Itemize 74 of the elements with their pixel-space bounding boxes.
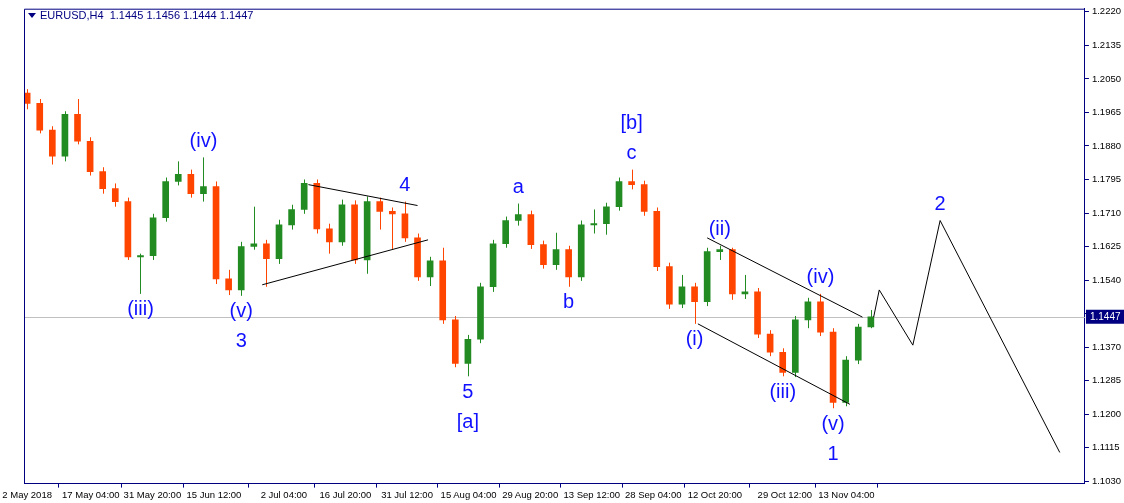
candlestick <box>111 182 119 208</box>
annotation: b <box>563 290 575 313</box>
y-tick-label: 1.1370 <box>1091 340 1122 352</box>
candlestick <box>766 329 774 357</box>
candlestick <box>691 282 698 325</box>
annotation: 3 <box>235 329 247 352</box>
candlestick <box>540 240 547 270</box>
candlestick <box>200 156 207 203</box>
annotation: (v) <box>821 411 845 434</box>
annotation: 1 <box>827 441 839 464</box>
x-tick-label: 2 May 2018 <box>2 488 52 500</box>
annotation: (iv) <box>806 265 835 288</box>
annotation: 4 <box>399 173 411 196</box>
x-tick-label: 28 Sep 04:00 <box>625 488 682 500</box>
ref-line-label: 1.1447 <box>1089 310 1121 322</box>
candlestick <box>376 197 384 231</box>
candlestick <box>502 216 510 249</box>
candlestick <box>187 169 195 199</box>
candlestick <box>552 232 560 271</box>
annotation: (iv) <box>189 128 218 151</box>
candlestick <box>603 202 610 236</box>
y-tick-label: 1.1880 <box>1091 139 1122 151</box>
x-tick-label: 13 Nov 04:00 <box>818 488 875 500</box>
y-tick-label: 1.1115 <box>1091 441 1120 453</box>
y-tick-label: 1.2050 <box>1091 72 1122 84</box>
annotation: (v) <box>229 299 253 322</box>
y-tick-label: 1.1540 <box>1091 273 1122 285</box>
y-tick-label: 1.1710 <box>1091 206 1122 218</box>
y-tick-label: 1.2220 <box>1091 5 1122 17</box>
candlestick <box>137 253 144 295</box>
x-tick-label: 2 Jul 04:00 <box>260 488 308 500</box>
candlestick <box>99 166 107 195</box>
annotation: a <box>512 175 525 198</box>
candlestick <box>263 239 270 288</box>
candlestick <box>426 256 434 287</box>
candlestick <box>804 297 812 329</box>
candlestick <box>288 204 295 231</box>
candlestick <box>389 207 396 250</box>
candlestick <box>225 269 232 296</box>
candlestick <box>174 160 182 186</box>
y-tick-label: 1.2135 <box>1091 39 1122 51</box>
x-tick-label: 15 Aug 04:00 <box>440 488 497 500</box>
x-tick-label: 17 May 04:00 <box>62 488 120 500</box>
y-tick-label: 1.1965 <box>1091 106 1122 118</box>
y-tick-label: 1.1795 <box>1091 173 1122 185</box>
candlestick <box>250 206 258 251</box>
chart-title: EURUSD,H4 1.1445 1.1456 1.1444 1.1447 <box>40 9 254 21</box>
candlestick <box>514 203 522 227</box>
x-tick-label: 12 Oct 20:00 <box>687 488 743 500</box>
annotation: (iii) <box>769 379 797 402</box>
candlestick <box>678 274 686 309</box>
candlestick <box>779 347 787 377</box>
annotation: [b] <box>620 111 643 134</box>
y-tick-label: 1.1285 <box>1091 374 1122 386</box>
x-tick-label: 13 Sep 12:00 <box>563 488 620 500</box>
x-tick-label: 31 Jul 12:00 <box>381 488 433 500</box>
y-tick-label: 1.1200 <box>1091 407 1122 419</box>
annotation: (ii) <box>708 217 731 240</box>
x-tick-label: 15 Jun 12:00 <box>186 488 242 500</box>
y-tick-label: 1.1625 <box>1091 240 1122 252</box>
x-tick-label: 29 Oct 12:00 <box>757 488 813 500</box>
candlestick <box>326 223 333 255</box>
x-tick-label: 16 Jul 20:00 <box>319 488 372 500</box>
annotation: (iii) <box>127 297 154 320</box>
candlestick <box>590 208 598 235</box>
annotation: 5 <box>462 379 474 402</box>
x-tick-label: 31 May 20:00 <box>123 488 182 500</box>
candlestick <box>628 169 635 190</box>
annotation: 2 <box>934 192 946 215</box>
annotation: c <box>626 141 637 164</box>
y-tick-label: 1.1030 <box>1091 474 1122 486</box>
x-tick-label: 29 Aug 20:00 <box>502 488 559 500</box>
annotation: (i) <box>685 327 704 350</box>
annotation: [a] <box>456 409 480 432</box>
